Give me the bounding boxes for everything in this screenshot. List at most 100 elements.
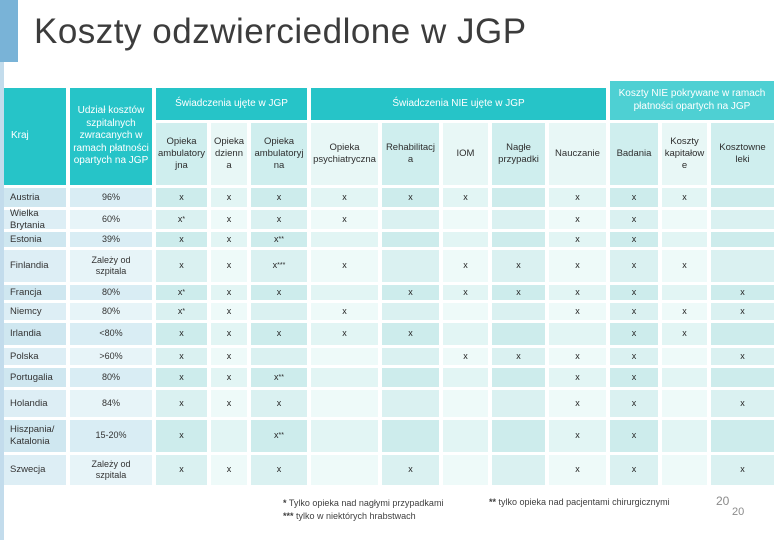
- service-cell: x: [251, 210, 307, 229]
- service-cell: x: [711, 390, 774, 417]
- footnote-1-text: Tylko opieka nad nagłymi przypadkami: [288, 498, 444, 508]
- service-cell: [311, 455, 378, 485]
- footnote-1: * Tylko opieka nad nagłymi przypadkami: [283, 497, 443, 510]
- service-cell: x: [211, 390, 247, 417]
- service-cell: [382, 303, 439, 320]
- service-cell: x **: [251, 232, 307, 247]
- service-cell: x: [211, 232, 247, 247]
- footnote-3: *** tylko w niektórych hrabstwach: [283, 510, 443, 523]
- share-column-header: Udział kosztów szpitalnych zwracanych w …: [70, 88, 152, 185]
- service-cell: [211, 420, 247, 452]
- service-cell: x: [711, 303, 774, 320]
- service-cell: x: [211, 303, 247, 320]
- country-cell: Portugalia: [4, 368, 66, 387]
- share-cell: 80%: [70, 285, 152, 300]
- footnote-3-marker: ***: [283, 511, 294, 522]
- service-cell: [382, 420, 439, 452]
- service-cell: [311, 232, 378, 247]
- service-cell: [662, 368, 707, 387]
- service-cell: x: [610, 210, 658, 229]
- service-cell: [311, 285, 378, 300]
- service-cell: [711, 250, 774, 282]
- service-cell: x: [549, 250, 606, 282]
- service-cell: x: [156, 232, 207, 247]
- service-cell: [382, 348, 439, 365]
- service-cell: x: [549, 232, 606, 247]
- country-cell: Wielka Brytania: [4, 208, 66, 231]
- service-cell: x: [711, 285, 774, 300]
- service-cell: x: [549, 348, 606, 365]
- country-cell: Niemcy: [4, 303, 66, 320]
- service-cell: [492, 390, 545, 417]
- service-cell: [662, 232, 707, 247]
- footnote-2-text: tylko opieka nad pacjentami chirurgiczny…: [498, 497, 670, 507]
- service-cell: x: [156, 368, 207, 387]
- service-cell: x: [662, 303, 707, 320]
- service-cell: x: [156, 348, 207, 365]
- service-cell: x: [211, 188, 247, 207]
- service-cell: x *: [156, 210, 207, 229]
- service-cell: x: [382, 323, 439, 345]
- service-cell: [251, 303, 307, 320]
- service-cell: x: [610, 232, 658, 247]
- service-cell: x: [382, 188, 439, 207]
- service-cell: [711, 188, 774, 207]
- service-cell: x: [711, 455, 774, 485]
- service-cell: x **: [251, 368, 307, 387]
- service-cell: [443, 303, 488, 320]
- footnote-2: ** tylko opieka nad pacjentami chirurgic…: [489, 497, 670, 507]
- service-cell: x: [156, 250, 207, 282]
- column-header-cell: Opieka psychiatryczna: [311, 123, 378, 185]
- share-cell: 39%: [70, 232, 152, 247]
- service-cell: x: [443, 348, 488, 365]
- service-cell: x: [311, 250, 378, 282]
- service-cell: [492, 188, 545, 207]
- slide-title: Koszty odzwierciedlone w JGP: [34, 12, 527, 51]
- service-cell: x: [251, 188, 307, 207]
- country-column-header: Kraj: [4, 88, 66, 185]
- service-cell: x: [549, 368, 606, 387]
- service-cell: x **: [251, 420, 307, 452]
- service-cell: x: [492, 348, 545, 365]
- share-cell: Zależy od szpitala: [70, 455, 152, 485]
- column-header-cell: IOM: [443, 123, 488, 185]
- service-cell: [443, 390, 488, 417]
- share-cell: 15-20%: [70, 420, 152, 452]
- service-cell: [662, 285, 707, 300]
- service-cell: [251, 348, 307, 365]
- country-cell: Finlandia: [4, 250, 66, 282]
- service-cell: x ***: [251, 250, 307, 282]
- service-cell: [711, 368, 774, 387]
- service-cell: x: [382, 455, 439, 485]
- service-cell: [662, 420, 707, 452]
- service-cell: x: [610, 455, 658, 485]
- service-cell: x: [156, 420, 207, 452]
- service-cell: x: [211, 250, 247, 282]
- service-cell: [382, 390, 439, 417]
- corner-accent-box: [0, 0, 18, 62]
- service-cell: [492, 323, 545, 345]
- service-cell: [443, 210, 488, 229]
- page-number-secondary: 20: [732, 506, 745, 518]
- service-cell: x: [443, 188, 488, 207]
- service-cell: x: [211, 348, 247, 365]
- service-cell: [311, 368, 378, 387]
- service-cell: x: [156, 390, 207, 417]
- service-cell: x: [549, 420, 606, 452]
- service-cell: x *: [156, 303, 207, 320]
- footnote-3-text: tylko w niektórych hrabstwach: [296, 511, 416, 522]
- country-cell: Irlandia: [4, 323, 66, 345]
- country-cell: Szwecja: [4, 455, 66, 485]
- service-cell: x: [549, 285, 606, 300]
- service-cell: x: [156, 188, 207, 207]
- service-cell: x: [251, 285, 307, 300]
- service-cell: x: [549, 455, 606, 485]
- service-cell: x: [662, 323, 707, 345]
- service-cell: x: [492, 250, 545, 282]
- service-cell: x: [156, 323, 207, 345]
- service-cell: x: [610, 303, 658, 320]
- service-cell: x: [549, 390, 606, 417]
- group-header-1: Świadczenia ujęte w JGP: [156, 88, 307, 120]
- group-header-2: Świadczenia NIE ujęte w JGP: [311, 88, 606, 120]
- service-cell: x *: [156, 285, 207, 300]
